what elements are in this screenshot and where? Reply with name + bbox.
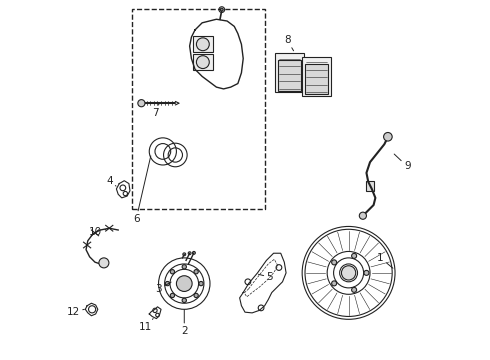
- Bar: [278, 60, 301, 91]
- Text: 2: 2: [181, 310, 188, 336]
- Circle shape: [359, 212, 367, 219]
- Circle shape: [352, 287, 357, 292]
- Bar: [275, 53, 304, 93]
- Bar: [193, 36, 213, 52]
- Bar: [302, 57, 331, 96]
- Bar: [305, 64, 328, 94]
- Text: 5: 5: [258, 272, 273, 282]
- Circle shape: [342, 266, 356, 280]
- Circle shape: [170, 293, 174, 298]
- Circle shape: [182, 265, 186, 269]
- Text: 6: 6: [133, 156, 151, 224]
- Circle shape: [165, 282, 170, 286]
- Text: 10: 10: [89, 227, 106, 237]
- Circle shape: [384, 132, 392, 141]
- Circle shape: [196, 38, 209, 51]
- Circle shape: [332, 281, 337, 286]
- Text: 12: 12: [67, 307, 84, 317]
- Circle shape: [364, 270, 369, 275]
- Circle shape: [352, 253, 357, 258]
- Bar: [193, 54, 213, 70]
- Text: 11: 11: [139, 319, 153, 332]
- Circle shape: [196, 56, 209, 68]
- Bar: [366, 181, 374, 192]
- Circle shape: [332, 260, 337, 265]
- Text: 1: 1: [377, 253, 393, 268]
- Circle shape: [138, 100, 145, 107]
- Circle shape: [182, 298, 186, 302]
- Text: 3: 3: [155, 282, 171, 294]
- Text: 9: 9: [394, 154, 411, 171]
- Text: 8: 8: [284, 35, 294, 51]
- Circle shape: [170, 270, 174, 274]
- Circle shape: [176, 276, 192, 292]
- Text: 4: 4: [106, 176, 116, 186]
- Circle shape: [194, 293, 198, 298]
- Circle shape: [199, 282, 203, 286]
- Text: 7: 7: [152, 103, 159, 118]
- Circle shape: [220, 8, 223, 11]
- Circle shape: [194, 270, 198, 274]
- Circle shape: [99, 258, 109, 268]
